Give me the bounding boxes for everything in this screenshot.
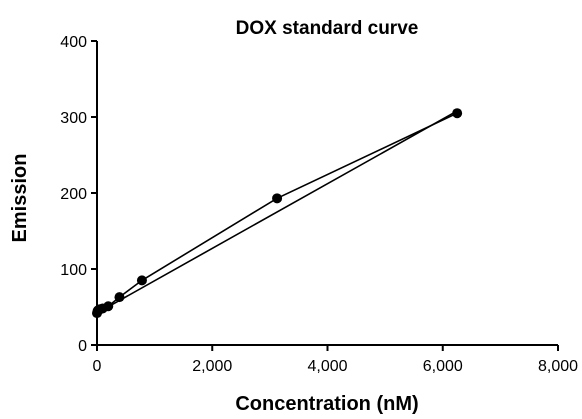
y-tick-label: 400 (60, 34, 87, 51)
x-tick-label: 0 (93, 358, 102, 375)
data-point (452, 108, 463, 119)
y-tick-label: 100 (60, 262, 87, 279)
data-lines (96, 110, 458, 314)
data-point (272, 193, 283, 204)
y-axis-label: Emission (9, 154, 31, 243)
fit-line (96, 110, 458, 314)
axes: 0 2,000 4,000 6,000 8,000 0 100 200 300 400 (60, 34, 578, 375)
y-tick-label: 0 (78, 338, 87, 355)
y-tick-label: 200 (60, 186, 87, 203)
x-tick-label: 8,000 (538, 358, 578, 375)
x-tick-label: 2,000 (192, 358, 232, 375)
x-tick-label: 6,000 (423, 358, 463, 375)
data-point (114, 292, 125, 303)
data-points (92, 108, 463, 319)
x-axis-label: Concentration (nM) (235, 393, 418, 415)
chart-title: DOX standard curve (236, 18, 419, 39)
data-point (103, 301, 114, 312)
data-point (136, 275, 147, 286)
x-tick-label: 4,000 (307, 358, 347, 375)
y-tick-label: 300 (60, 110, 87, 127)
